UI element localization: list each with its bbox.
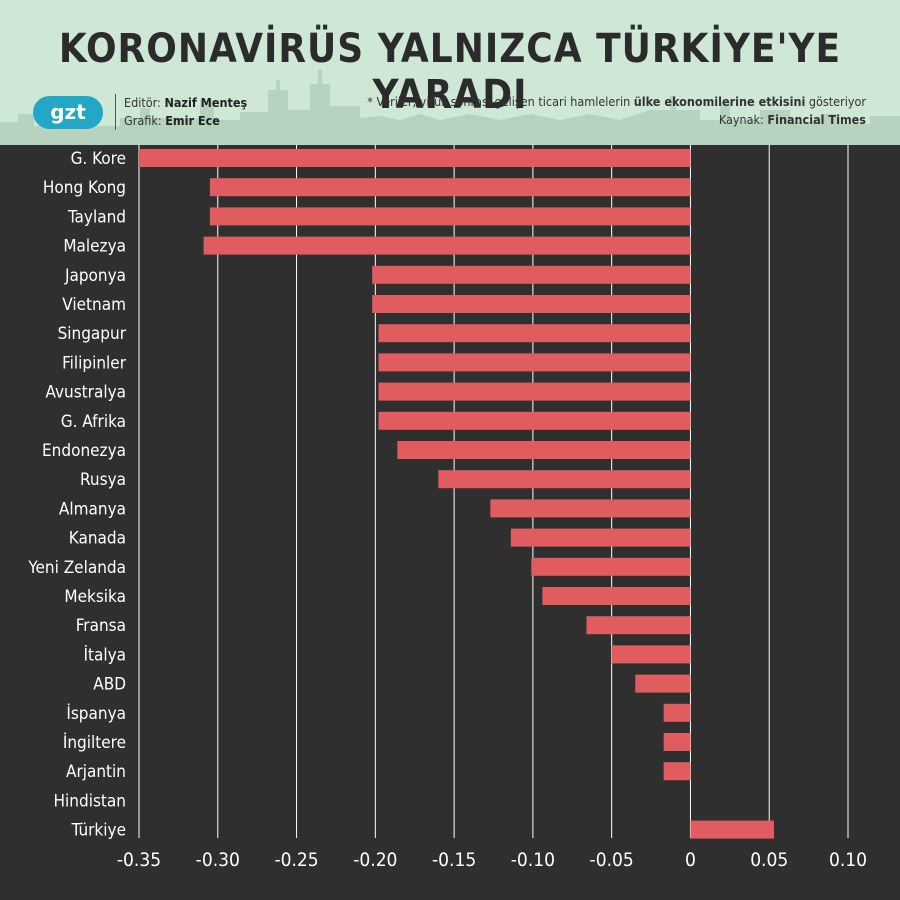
category-label: Avustralya	[46, 383, 127, 403]
category-label: ABD	[93, 675, 126, 695]
bar	[209, 178, 691, 197]
bar	[635, 674, 691, 693]
source-name: Financial Times	[767, 112, 866, 127]
bar	[372, 295, 691, 313]
category-label: Hong Kong	[43, 178, 126, 198]
x-tick-label: 0.10	[829, 849, 867, 871]
gzt-logo: gzt	[33, 96, 103, 129]
bar	[139, 149, 691, 167]
bar	[611, 645, 691, 664]
page-title: KORONAVİRÜS YALNIZCA TÜRKİYE'YE YARADI	[58, 26, 842, 118]
data-note: * Veriler, virüs sonrası gelişen ticari …	[367, 93, 866, 129]
header: KORONAVİRÜS YALNIZCA TÜRKİYE'YE YARADI g…	[0, 0, 900, 145]
source-label: Kaynak:	[718, 112, 764, 127]
bar	[510, 528, 691, 547]
x-tick-label: -0.20	[353, 849, 397, 871]
note-post: gösteriyor	[808, 94, 866, 109]
category-label: Endonezya	[42, 441, 126, 461]
category-label: Tayland	[67, 207, 126, 227]
category-label: G. Kore	[71, 149, 126, 169]
category-label: İtalya	[83, 644, 126, 665]
category-label: İspanya	[66, 703, 126, 724]
category-label: Kanada	[69, 529, 126, 549]
bar	[690, 820, 774, 839]
bar	[438, 470, 691, 489]
bar	[203, 236, 691, 255]
x-tick-label: -0.10	[511, 849, 555, 871]
bar	[378, 324, 691, 343]
editor-name: Nazif Menteş	[164, 95, 248, 110]
category-label: Singapur	[58, 324, 127, 344]
bar	[397, 441, 691, 459]
bar	[663, 762, 691, 781]
category-label: Vietnam	[62, 295, 126, 315]
bar	[490, 499, 691, 518]
x-tick-label: 0.05	[750, 849, 788, 871]
category-label: Filipinler	[62, 353, 127, 373]
category-label: Rusya	[80, 470, 126, 490]
category-label: Malezya	[63, 237, 126, 257]
category-label: Türkiye	[70, 821, 126, 841]
x-tick-label: -0.25	[274, 849, 318, 871]
category-label: İngiltere	[63, 732, 126, 753]
bar	[542, 587, 691, 605]
x-tick-label: -0.05	[590, 849, 634, 871]
note-pre: * Veriler, virüs sonrası gelişen ticari …	[367, 94, 631, 109]
x-tick-label: -0.15	[432, 849, 476, 871]
category-label: Hindistan	[54, 791, 126, 811]
category-label: G. Afrika	[61, 412, 126, 432]
bar	[378, 411, 691, 430]
category-label: Fransa	[76, 616, 126, 636]
editor-label: Editör:	[124, 95, 161, 110]
bar	[663, 733, 691, 751]
note-line: * Veriler, virüs sonrası gelişen ticari …	[367, 93, 866, 111]
bar	[663, 703, 691, 722]
category-label: Meksika	[64, 587, 126, 607]
bar	[531, 557, 691, 576]
bar	[378, 382, 691, 401]
note-bold: ülke ekonomilerine etkisini	[633, 94, 806, 109]
bar	[372, 265, 691, 284]
graphic-line: Grafik: Emir Ece	[124, 112, 247, 130]
x-tick-label: -0.30	[196, 849, 240, 871]
editor-line: Editör: Nazif Menteş	[124, 94, 247, 112]
category-label: Arjantin	[66, 762, 126, 782]
skyline-decoration	[0, 70, 900, 145]
category-label: Almanya	[59, 499, 126, 519]
category-label: Yeni Zelanda	[27, 558, 126, 578]
category-label: Japonya	[64, 266, 126, 286]
credits: Editör: Nazif Menteş Grafik: Emir Ece	[115, 94, 247, 130]
x-tick-label: 0	[685, 849, 696, 871]
x-tick-label: -0.35	[117, 849, 161, 871]
source-line: Kaynak: Financial Times	[367, 111, 866, 129]
graphic-label: Grafik:	[124, 113, 162, 128]
bar	[586, 616, 691, 635]
graphic-name: Emir Ece	[165, 113, 220, 128]
bar	[209, 207, 691, 226]
bar	[378, 353, 691, 372]
